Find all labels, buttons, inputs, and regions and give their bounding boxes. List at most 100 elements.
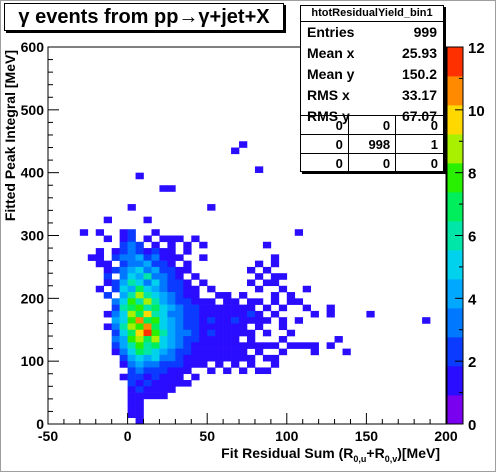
heatmap-cell bbox=[183, 329, 192, 337]
heatmap-cell bbox=[247, 336, 256, 343]
z-tick-label: 10 bbox=[468, 103, 485, 120]
heatmap-cell bbox=[183, 248, 192, 255]
heatmap-cell bbox=[127, 336, 136, 343]
heatmap-cell bbox=[167, 298, 176, 305]
heatmap-cell bbox=[135, 285, 144, 293]
stat-row-rms-x: RMS x 33.17 bbox=[301, 85, 443, 106]
heatmap-cell bbox=[143, 235, 152, 243]
heatmap-cell bbox=[231, 329, 240, 337]
heatmap-cell bbox=[151, 260, 160, 268]
heatmap-cell bbox=[95, 248, 105, 255]
heatmap-cell bbox=[167, 248, 176, 255]
heatmap-cell bbox=[167, 235, 176, 243]
heatmap-cell bbox=[278, 317, 288, 324]
heatmap-cell bbox=[175, 285, 184, 293]
y-tick-label: 500 bbox=[21, 102, 45, 118]
heatmap-cell bbox=[143, 373, 152, 381]
heatmap-cell bbox=[223, 354, 232, 362]
heatmap-cell bbox=[127, 260, 136, 268]
heatmap-cell bbox=[215, 361, 224, 368]
heatmap-cell bbox=[239, 317, 248, 324]
heatmap-cell bbox=[167, 354, 176, 362]
heatmap-cell bbox=[167, 342, 176, 349]
heatmap-cell bbox=[278, 348, 288, 356]
heatmap-cell bbox=[207, 329, 216, 337]
heatmap-cell bbox=[103, 323, 112, 331]
heatmap-cell bbox=[175, 336, 184, 343]
heatmap-cell bbox=[247, 279, 256, 287]
heatmap-cell bbox=[175, 273, 184, 280]
heatmap-cell bbox=[262, 329, 272, 337]
heatmap-cell bbox=[119, 373, 128, 381]
heatmap-cell bbox=[151, 329, 160, 337]
heatmap-cell bbox=[167, 329, 176, 337]
overflow-cell: 0 bbox=[347, 153, 397, 172]
heatmap-cell bbox=[183, 323, 192, 331]
heatmap-cell bbox=[143, 392, 152, 400]
heatmap-cell bbox=[135, 323, 144, 331]
heatmap-cell bbox=[143, 336, 152, 343]
heatmap-cell bbox=[254, 317, 264, 324]
heatmap-cell bbox=[270, 361, 280, 368]
heatmap-cell bbox=[223, 323, 232, 331]
heatmap-cell bbox=[151, 373, 160, 381]
heatmap-cell bbox=[191, 336, 200, 343]
heatmap-cell bbox=[254, 367, 264, 375]
heatmap-cell bbox=[111, 310, 120, 318]
heatmap-cell bbox=[286, 292, 296, 299]
heatmap-cell bbox=[278, 304, 288, 312]
heatmap-cell bbox=[127, 248, 136, 255]
heatmap-cell bbox=[278, 285, 288, 293]
heatmap-cell bbox=[262, 354, 272, 362]
overflow-cell: 1 bbox=[395, 134, 443, 154]
x-tick-label: 150 bbox=[355, 428, 379, 444]
heatmap-cell bbox=[127, 292, 136, 299]
heatmap-cell bbox=[87, 254, 97, 261]
heatmap-cell bbox=[103, 235, 112, 243]
heatmap-cell bbox=[207, 342, 216, 349]
overflow-row: 0 0 0 bbox=[301, 115, 443, 135]
heatmap-cell bbox=[254, 285, 264, 293]
heatmap-cell bbox=[143, 380, 152, 387]
color-scale-segment bbox=[447, 308, 463, 338]
heatmap-cell bbox=[302, 342, 311, 349]
heatmap-cell bbox=[119, 266, 128, 274]
heatmap-cell bbox=[143, 348, 152, 356]
heatmap-cell bbox=[270, 354, 280, 362]
heatmap-cell bbox=[422, 317, 431, 324]
color-scale-segment bbox=[447, 192, 463, 222]
heatmap-cell bbox=[215, 336, 224, 343]
heatmap-cell bbox=[175, 254, 184, 261]
heatmap-cell bbox=[270, 310, 280, 318]
heatmap-cell bbox=[207, 336, 216, 343]
heatmap-cell bbox=[191, 304, 200, 312]
heatmap-cell bbox=[135, 241, 144, 249]
heatmap-cell bbox=[199, 317, 208, 324]
heatmap-cell bbox=[159, 348, 168, 356]
heatmap-cell bbox=[135, 354, 144, 362]
heatmap-cell bbox=[103, 292, 112, 299]
heatmap-cell bbox=[111, 248, 120, 255]
heatmap-cell bbox=[278, 336, 288, 343]
heatmap-cell bbox=[111, 329, 120, 337]
heatmap-cell bbox=[135, 254, 144, 261]
heatmap-cell bbox=[111, 336, 120, 343]
heatmap-cell bbox=[199, 329, 208, 337]
heatmap-cell bbox=[119, 304, 128, 312]
heatmap-cell bbox=[127, 398, 136, 406]
heatmap-cell bbox=[175, 304, 184, 312]
heatmap-cell bbox=[159, 266, 168, 274]
heatmap-cell bbox=[183, 336, 192, 343]
heatmap-cell bbox=[135, 298, 144, 305]
heatmap-cell bbox=[231, 361, 240, 368]
heatmap-cell bbox=[254, 260, 264, 268]
heatmap-cell bbox=[135, 336, 144, 343]
heatmap-cell bbox=[326, 310, 335, 318]
heatmap-cell bbox=[262, 304, 272, 312]
heatmap-cell bbox=[127, 235, 136, 243]
heatmap-cell bbox=[191, 292, 200, 299]
heatmap-cell bbox=[286, 329, 296, 337]
heatmap-cell bbox=[239, 342, 248, 349]
z-tick-label: 8 bbox=[468, 166, 476, 183]
heatmap-cell bbox=[143, 279, 152, 287]
